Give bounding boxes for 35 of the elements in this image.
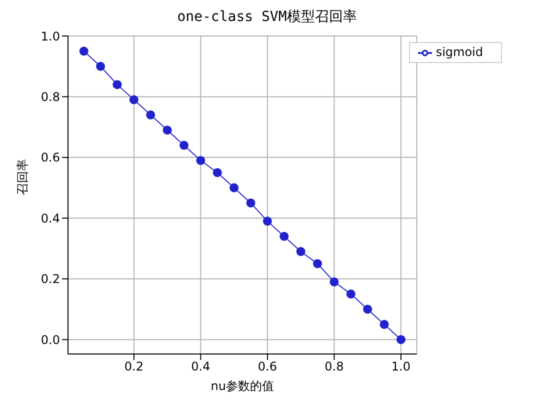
y-tick-label: 0.8: [40, 90, 60, 104]
point: [212, 168, 222, 178]
point: [146, 110, 156, 120]
y-tick-label: 0.2: [40, 272, 60, 286]
point: [262, 216, 272, 226]
y-axis-title: 召回率: [15, 159, 30, 195]
point: [380, 320, 389, 329]
chart-title: one-class SVM模型召回率: [176, 8, 358, 26]
point: [179, 140, 188, 150]
y-tick-label: 0.0: [40, 332, 60, 347]
point: [313, 259, 322, 268]
legend-label: sigmoid: [436, 45, 483, 59]
point: [296, 247, 306, 256]
point: [129, 95, 138, 104]
point: [363, 304, 372, 314]
y-tick-label: 1.0: [40, 29, 60, 44]
point: [230, 183, 239, 192]
x-tick-label: 0.8: [324, 360, 344, 374]
point: [112, 80, 122, 90]
point: [246, 198, 256, 208]
x-tick-label: 1.0: [391, 360, 411, 374]
point: [330, 277, 339, 286]
x-tick-label: 0.4: [191, 360, 210, 374]
point: [346, 290, 356, 299]
x-tick-label: 0.2: [124, 360, 144, 374]
point: [280, 232, 289, 241]
y-tick-label: 0.4: [40, 211, 60, 226]
x-axis-title: nu参数的值: [210, 379, 274, 393]
point: [96, 62, 106, 71]
point: [162, 126, 172, 135]
point: [396, 335, 406, 344]
x-tick-label: 0.6: [258, 360, 277, 374]
point: [196, 156, 206, 165]
point: [79, 46, 88, 56]
y-tick-label: 0.6: [40, 150, 60, 165]
